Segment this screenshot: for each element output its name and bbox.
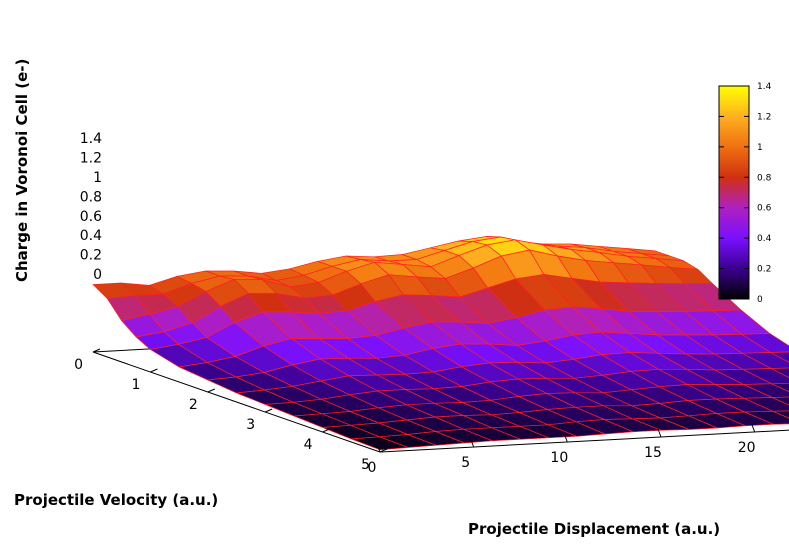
x-tick-label: 3 [246,417,255,433]
z-axis-title: Charge in Voronoi Cell (e-) [13,59,31,282]
z-tick-label: 0.4 [80,228,102,244]
colorbar-tick-label: 1 [757,143,763,153]
colorbar-tick-label: 1.2 [757,112,771,122]
x-tick-label: 5 [361,457,370,473]
x-tick-label: 1 [131,377,140,393]
colorbar: 0 0.2 0.4 0.6 0.8 1 1.2 1.4 [718,82,772,305]
y-axis: 051015202530 [368,423,756,476]
y-tick-label: 10 [550,450,568,466]
z-tick-label: 0.6 [80,209,102,225]
z-tick-label: 0.2 [80,248,102,264]
z-tick-label: 0.8 [80,189,102,205]
colorbar-gradient [718,85,750,300]
x-axis-line [92,351,381,453]
x-tick-mark [207,388,215,393]
y-tick-mark [563,433,568,443]
y-axis-title: Projectile Displacement (a.u.) [468,520,720,538]
colorbar-tick-label: 0.6 [757,204,772,214]
x-tick-mark [322,428,330,433]
x-tick-label: 2 [189,397,198,413]
x-tick-mark [150,368,158,373]
z-axis: 0 0.2 0.4 0.6 0.8 1 1.2 1.4 [80,131,102,283]
y-tick-label: 15 [644,445,662,461]
colorbar-tick-label: 0.8 [757,173,772,183]
y-tick-label: 5 [461,455,470,471]
colorbar-tick-label: 1.4 [757,82,772,92]
surface-mesh [92,236,789,451]
z-tick-label: 1.4 [80,131,102,147]
y-tick-mark [657,428,662,438]
x-tick-mark [379,448,388,453]
x-tick-mark [92,348,101,353]
z-tick-label: 1.2 [80,151,102,167]
colorbar-tick-label: 0.2 [757,265,771,275]
colorbar-tick-label: 0 [757,295,763,305]
x-tick-label: 4 [304,437,313,453]
y-tick-label: 20 [738,440,756,456]
x-axis-title: Projectile Velocity (a.u.) [14,491,218,509]
x-axis: 0 1 2 3 4 5 [74,348,388,473]
z-tick-label: 1 [93,170,102,186]
y-tick-mark [751,423,756,433]
x-tick-label: 0 [74,357,83,373]
y-tick-mark [376,443,381,453]
colorbar-tick-label: 0.4 [757,234,772,244]
y-tick-mark [470,438,475,448]
x-tick-mark [265,408,273,413]
z-tick-label: 0 [93,267,102,283]
y-tick-label: 0 [368,460,377,476]
surface-cell-11-0 [351,436,409,451]
